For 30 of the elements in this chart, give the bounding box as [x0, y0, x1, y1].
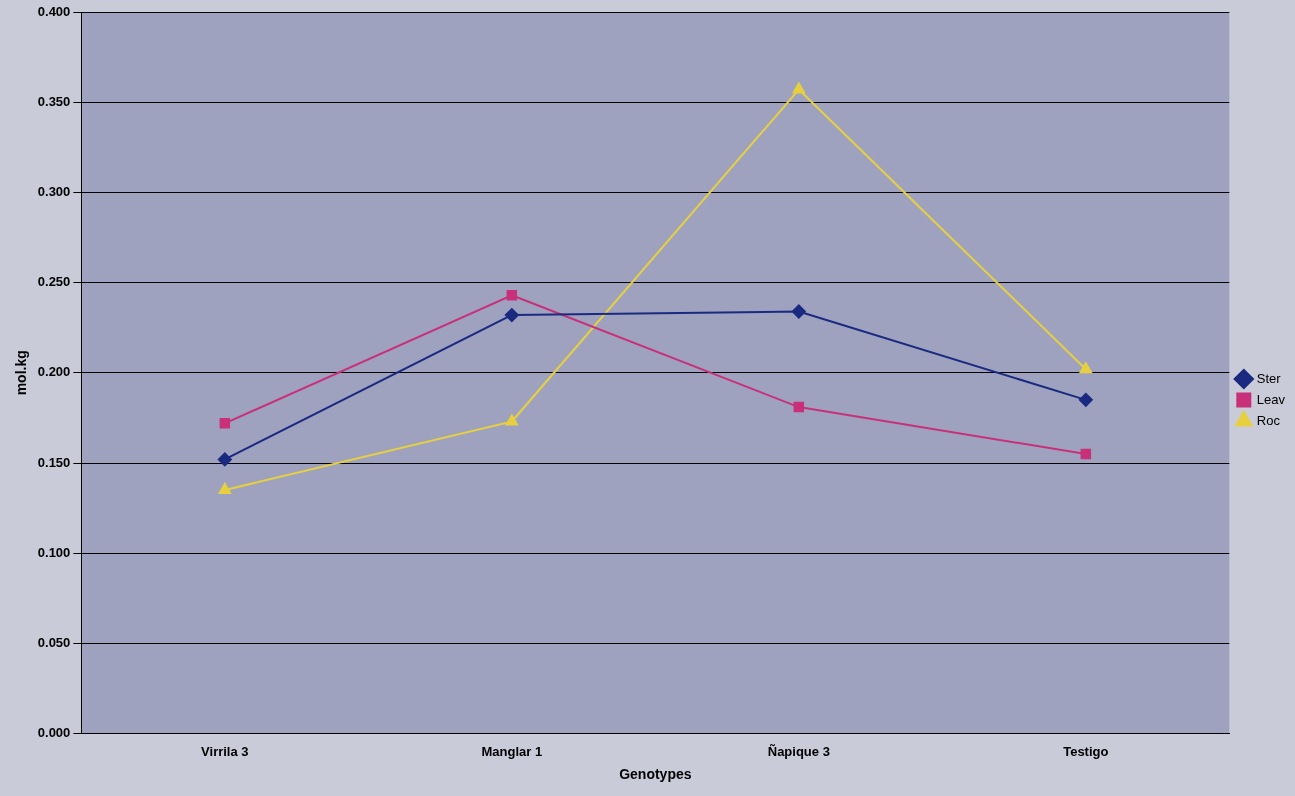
point [505, 414, 519, 426]
point [506, 289, 518, 301]
point [791, 304, 806, 319]
y-tick-label: 0.000 [37, 725, 71, 741]
point [217, 452, 232, 467]
y-tick-label: 0.350 [37, 93, 71, 109]
point [1079, 362, 1093, 374]
y-tick-label: 0.400 [37, 3, 71, 19]
y-tick-label: 0.050 [37, 634, 71, 650]
legend-label: Leav [1256, 391, 1286, 407]
legend-label: Roc [1256, 412, 1281, 428]
x-tick-label: Virrila 3 [201, 743, 249, 759]
y-tick-label: 0.200 [37, 364, 71, 380]
legend-label: Ster [1256, 370, 1282, 386]
y-tick-label: 0.100 [37, 544, 71, 560]
y-tick-label: 0.150 [37, 454, 71, 470]
x-tick-label: Manglar 1 [481, 743, 543, 759]
x-axis-title: Genotypes [619, 766, 692, 783]
point [219, 418, 231, 429]
y-tick-label: 0.300 [37, 183, 71, 199]
x-tick-label: Testigo [1063, 743, 1109, 759]
y-tick-label: 0.250 [37, 274, 71, 290]
point [792, 82, 806, 94]
point [1080, 448, 1092, 460]
point [504, 308, 519, 323]
point [218, 483, 232, 495]
y-axis-title: mol.kg [13, 350, 30, 396]
point [793, 401, 805, 413]
x-tick-label: Ñapique 3 [767, 743, 830, 759]
point [1078, 392, 1093, 407]
